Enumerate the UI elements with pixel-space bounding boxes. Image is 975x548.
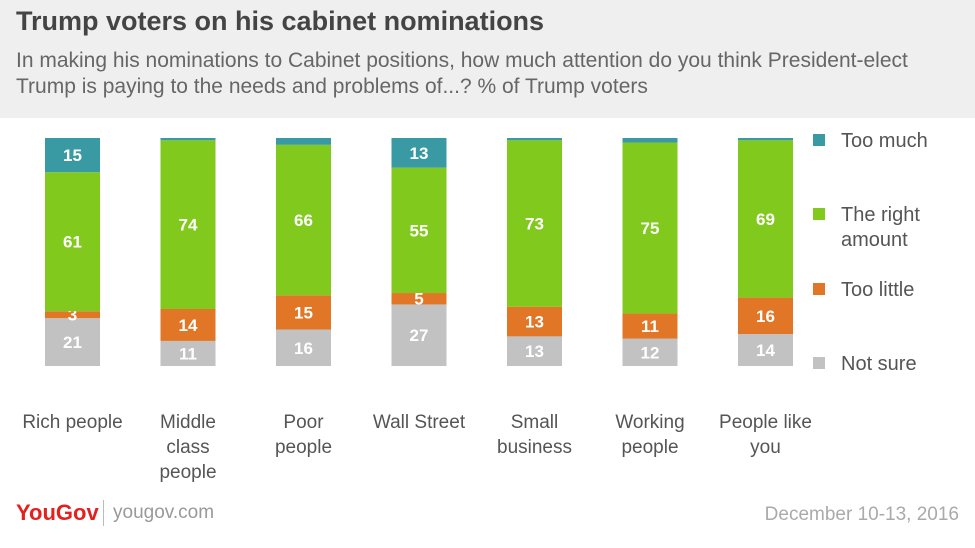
data-label: 75 [641, 219, 660, 238]
category-label: people [159, 462, 216, 483]
data-label: 74 [179, 216, 198, 235]
data-label: 13 [525, 342, 544, 361]
data-label: 15 [63, 146, 82, 165]
legend-label: Too little [841, 279, 914, 301]
data-label: 66 [294, 211, 313, 230]
bar-segment-too-little [507, 306, 562, 337]
legend-swatch-not-sure [813, 357, 825, 369]
bar-segment-not-sure [391, 304, 447, 366]
bar-segment-not-sure [738, 334, 793, 366]
legend-label: Not sure [841, 353, 917, 375]
data-label: 61 [63, 233, 82, 252]
category-label: class [166, 437, 209, 458]
data-label: 16 [294, 339, 313, 358]
data-label: 69 [756, 210, 775, 229]
bar-segment-too-little [391, 293, 447, 305]
data-label: 14 [179, 316, 198, 335]
bar-segment-not-sure [160, 340, 216, 366]
category-label: Middle [160, 412, 216, 433]
bar-segment-right-amount [276, 144, 331, 296]
legend-swatch-too-much [813, 134, 825, 146]
chart-title: Trump voters on his cabinet nominations [16, 6, 545, 36]
bar-segment-too-much [507, 138, 562, 141]
survey-date: December 10-13, 2016 [764, 504, 959, 525]
data-label: 27 [410, 326, 429, 345]
footer-divider [103, 500, 104, 526]
legend-swatch-right-amount [813, 208, 825, 220]
chart-header: Trump voters on his cabinet nominations … [0, 0, 975, 118]
data-label: 11 [179, 344, 197, 363]
bar-segment-too-little [276, 295, 331, 330]
bar-segment-too-much [160, 138, 216, 141]
bar-segment-too-much [622, 138, 678, 143]
bar-segment-too-little [622, 313, 678, 339]
category-label: Rich people [22, 412, 122, 433]
bar-segment-too-much [45, 138, 100, 173]
yougov-logo: YouGov [16, 500, 99, 525]
bar-segment-too-much [391, 138, 447, 168]
data-label: 21 [63, 333, 82, 352]
data-label: 11 [641, 317, 659, 336]
bar-segment-not-sure [622, 338, 678, 366]
bar-segment-too-much [738, 138, 793, 141]
bar-segment-too-little [160, 309, 216, 341]
data-label: 73 [525, 215, 544, 234]
category-label: Working [615, 412, 684, 433]
bar-segment-not-sure [45, 318, 100, 366]
legend-swatch-too-little [813, 283, 825, 295]
legend-label: amount [841, 229, 908, 251]
category-label: People like [719, 412, 812, 433]
bar-segment-too-little [45, 311, 100, 319]
category-label: you [750, 437, 781, 458]
bar-segment-not-sure [507, 336, 562, 366]
category-label: Small [511, 412, 559, 433]
data-label: 14 [756, 341, 775, 360]
chart-subtitle: In making his nominations to Cabinet pos… [16, 49, 908, 98]
data-label: 55 [410, 221, 429, 240]
data-label: 15 [294, 303, 313, 322]
legend-label: Too much [841, 130, 928, 152]
bar-segment-right-amount [507, 140, 562, 307]
category-label: Poor [283, 412, 324, 433]
data-label: 12 [641, 343, 660, 362]
category-label: people [275, 437, 332, 458]
category-label: Wall Street [373, 412, 466, 433]
bar-segment-not-sure [276, 329, 331, 366]
bar-segment-too-little [738, 297, 793, 335]
bar-segment-right-amount [160, 140, 216, 309]
bar-segment-right-amount [738, 140, 793, 298]
bar-segment-right-amount [391, 167, 447, 294]
stacked-bar-chart: 21 3 61 15 Rich people 11 14 74 Middle class peopl… [22, 130, 928, 483]
category-label: people [621, 437, 678, 458]
category-label: business [497, 437, 572, 458]
data-label: 13 [525, 313, 544, 332]
data-label: 16 [756, 307, 775, 326]
bar-segment-too-much [276, 138, 331, 145]
data-label: 13 [410, 144, 429, 163]
bar-segment-right-amount [45, 172, 100, 312]
data-label: 5 [414, 290, 423, 309]
data-label: 3 [68, 306, 77, 325]
bar-segment-right-amount [622, 142, 678, 314]
footer-site: yougov.com [113, 502, 215, 523]
legend-label: The right [841, 204, 920, 226]
